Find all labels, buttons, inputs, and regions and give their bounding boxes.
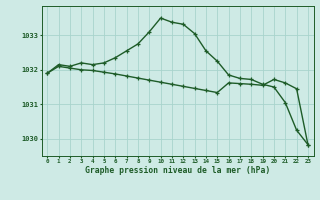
X-axis label: Graphe pression niveau de la mer (hPa): Graphe pression niveau de la mer (hPa) bbox=[85, 166, 270, 175]
